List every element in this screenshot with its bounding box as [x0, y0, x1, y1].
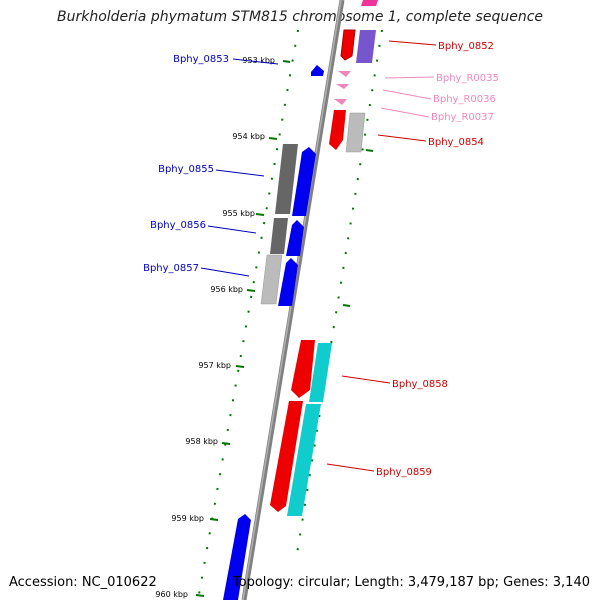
leader-line [207, 225, 257, 234]
tick-mark [282, 60, 291, 63]
tick-label: 955 kbp [222, 209, 255, 218]
leader-line [384, 76, 435, 79]
leader-line [382, 89, 432, 100]
tick-mark [255, 213, 265, 216]
gene-gray-0854b-arrow[interactable] [345, 112, 366, 153]
tick-mark [268, 137, 278, 140]
leader-line [232, 58, 279, 65]
tick-label: 960 kbp [155, 590, 188, 599]
chromosome-backbone [241, 0, 345, 600]
leader-line [215, 169, 265, 177]
leader-line [326, 463, 375, 472]
tick-mark [365, 149, 374, 152]
leader-line [377, 134, 427, 142]
gene-label-bphy-0852[interactable]: Bphy_0852 [438, 41, 494, 52]
tick-mark [221, 442, 231, 445]
gene-bphy-0856-arrow[interactable] [286, 220, 304, 256]
tick-mark [246, 289, 256, 292]
gene-bphy-0858-arrow[interactable] [309, 343, 332, 402]
gene-gray-0855-arrow[interactable] [275, 144, 298, 214]
leader-line [341, 375, 391, 384]
gene-label-bphy-0853[interactable]: Bphy_0853 [173, 54, 229, 65]
ruler-ticks [195, 60, 374, 597]
tick-mark [235, 365, 245, 368]
leader-line [388, 40, 437, 46]
gene-bphy-r0036-arrow[interactable] [336, 84, 349, 89]
gene-label-bphy-0855[interactable]: Bphy_0855 [158, 164, 214, 175]
gene-gray-0857-arrow[interactable] [260, 254, 283, 305]
gene-bphy-0859-red-arrow[interactable] [270, 401, 303, 512]
gene-gray-0856-arrow[interactable] [270, 218, 288, 254]
tick-label: 954 kbp [232, 132, 265, 141]
tick-mark [342, 304, 351, 307]
gene-magenta-arrow[interactable] [361, 0, 378, 6]
gene-label-bphy-0854[interactable]: Bphy_0854 [428, 137, 484, 148]
gene-purple-arrow[interactable] [356, 30, 376, 63]
tick-mark [209, 518, 219, 521]
gene-bphy-0859-arrow[interactable] [287, 404, 321, 516]
gene-bphy-0854-arrow[interactable] [329, 110, 346, 150]
tick-label: 959 kbp [171, 514, 204, 523]
gene-bphy-r0035-arrow[interactable] [338, 71, 351, 77]
gene-label-bphy-0857[interactable]: Bphy_0857 [143, 263, 199, 274]
gene-bphy-0858-red-arrow[interactable] [291, 340, 315, 398]
map-title: Burkholderia phymatum STM815 chromosome … [56, 9, 543, 25]
ruler-left [197, 29, 299, 600]
tick-label: 956 kbp [210, 285, 243, 294]
tick-label: 953 kbp [242, 56, 275, 65]
topology-text: Topology: circular; Length: 3,479,187 bp… [232, 575, 590, 590]
tick-label: 958 kbp [185, 437, 218, 446]
gene-label-bphy-0858[interactable]: Bphy_0858 [392, 379, 448, 390]
leader-line [380, 107, 430, 118]
ruler-right [295, 29, 383, 561]
gene-blue-960-arrow[interactable] [223, 514, 251, 600]
gene-label-bphy-0859[interactable]: Bphy_0859 [376, 467, 432, 478]
gene-bphy-0855-arrow[interactable] [292, 147, 316, 216]
gene-bphy-r0037-arrow[interactable] [334, 99, 347, 105]
tick-label: 957 kbp [198, 361, 231, 370]
gene-bphy-0857-arrow[interactable] [278, 258, 298, 306]
gene-label-bphy-r0035[interactable]: Bphy_R0035 [436, 73, 499, 84]
gene-bphy-0852-arrow[interactable] [340, 29, 356, 61]
tick-mark [195, 594, 205, 597]
gene-label-bphy-0856[interactable]: Bphy_0856 [150, 220, 206, 231]
accession-text: Accession: NC_010622 [9, 575, 157, 590]
gene-bphy-0853-arrow[interactable] [311, 65, 324, 76]
gene-label-bphy-r0037[interactable]: Bphy_R0037 [431, 112, 494, 123]
gene-label-bphy-r0036[interactable]: Bphy_R0036 [433, 94, 496, 105]
leader-line [200, 267, 250, 277]
